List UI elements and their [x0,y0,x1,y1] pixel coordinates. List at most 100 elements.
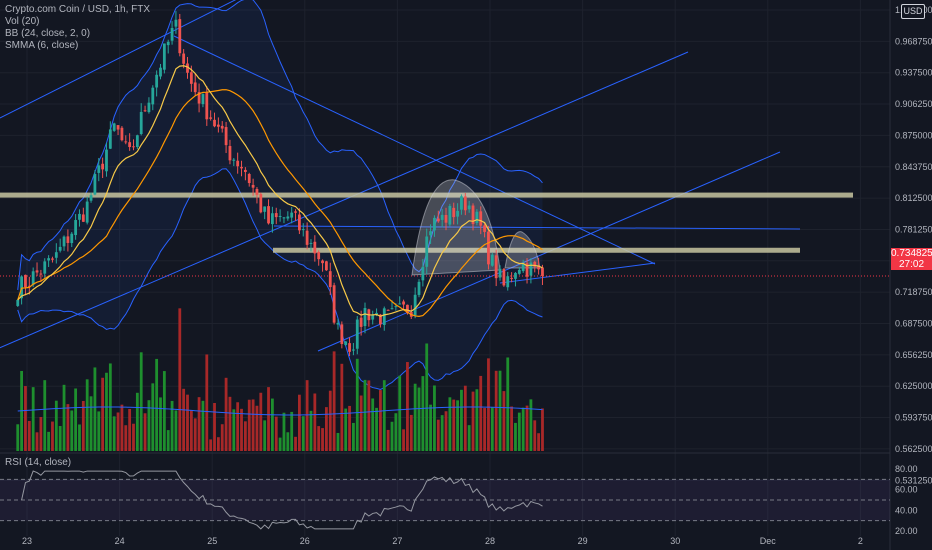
candle-body [35,270,39,273]
bb-lower-line [17,168,543,390]
candle-body [162,43,166,70]
volume-bar [74,388,78,451]
candle-body [487,231,490,265]
candle-body [517,269,521,274]
candle-body [205,92,209,120]
volume-bar [178,308,182,451]
rsi-legend[interactable]: RSI (14, close) [5,457,72,468]
candle-body [533,261,537,267]
candle-body [186,63,189,73]
candle-body [433,217,436,231]
volume-bar [205,354,209,451]
volume-bar [228,396,232,451]
candle-body [506,276,510,288]
rsi-line [21,470,543,530]
price-tick-label: 0.718750 [895,287,932,297]
volume-bar [483,408,486,451]
candle-body [170,28,174,41]
candle-body [155,74,159,88]
candle-body [85,201,89,223]
candle-body [471,205,475,225]
volume-bar [460,389,463,451]
candle-body [452,207,456,218]
candle-body [359,317,363,327]
candle-body [16,299,20,306]
volume-bar [363,379,367,451]
volume-bar [62,384,66,451]
volume-bar [220,424,224,451]
candle-body [421,266,425,281]
volume-bar [402,429,405,451]
candle-body [336,322,340,325]
date-tick-label: Dec [760,536,777,546]
bb-legend[interactable]: BB (24, close, 2, 0) [5,28,91,39]
price-tick-label: 0.812500 [895,193,932,203]
candle-body [344,341,348,346]
symbol-title[interactable]: Crypto.com Coin / USD, 1h, FTX [5,4,151,15]
candle-body [386,309,390,311]
candle-body [43,261,47,274]
vol-legend[interactable]: Vol (20) [5,16,40,27]
volume-bars [16,308,544,451]
volume-bar [112,416,116,451]
candle-body [20,276,23,299]
candle-body [124,141,128,143]
volume-ma-line [17,406,543,416]
currency-badge[interactable]: USD [901,4,925,19]
volume-bar [467,425,471,451]
volume-bar [213,402,216,451]
candle-body [58,246,62,251]
candle-body [379,314,382,325]
candle-body [355,319,359,349]
price-tick-label: 0.625000 [895,381,932,391]
candle-body [444,214,448,223]
last-price-value: 0.734825 [891,248,932,259]
volume-bar [24,386,27,451]
candle-body [263,206,267,212]
candle-body [382,308,386,325]
volume-bar [27,420,31,451]
volume-bar [371,398,375,451]
rsi-tick-label: 20.00 [895,526,918,536]
rsi-tick-label: 40.00 [895,505,918,515]
candle-body [278,215,282,217]
volume-bar [135,392,139,451]
volume-bar [47,431,51,451]
price-tick-label: 0.906250 [895,99,932,109]
chart-legend: Crypto.com Coin / USD, 1h, FTX Vol (20) … [5,4,150,52]
candle-body [101,163,105,170]
volume-bar [425,343,429,451]
volume-bar [39,416,43,451]
candlesticks [16,11,544,357]
candle-body [178,19,182,54]
volume-bar [452,399,456,451]
date-tick-label: 26 [300,536,310,546]
candle-body [541,267,544,277]
smma-legend[interactable]: SMMA (6, close) [5,40,79,51]
candle-body [270,213,274,225]
rsi-panel [0,470,890,530]
candle-body [216,124,220,127]
candle-body [529,262,533,276]
volume-bar [162,371,166,451]
date-tick-label: 30 [670,536,680,546]
volume-bar [328,390,332,451]
volume-bar [290,411,294,451]
candle-body [247,173,251,184]
candle-body [525,263,529,277]
volume-bar [541,408,544,451]
bar-countdown: 27:02 [898,259,925,270]
candle-body [81,214,85,222]
drawn-trendlines[interactable] [0,0,890,352]
candle-body [267,206,270,224]
volume-bar [209,439,213,451]
candle-body [328,271,332,288]
volume-bar [448,397,452,451]
volume-bar [479,375,483,451]
price-tick-label: 0.687500 [895,319,932,329]
price-tick-label: 0.875000 [895,130,932,140]
candle-body [93,174,97,195]
volume-bar [174,410,178,451]
volume-bar [367,380,371,451]
